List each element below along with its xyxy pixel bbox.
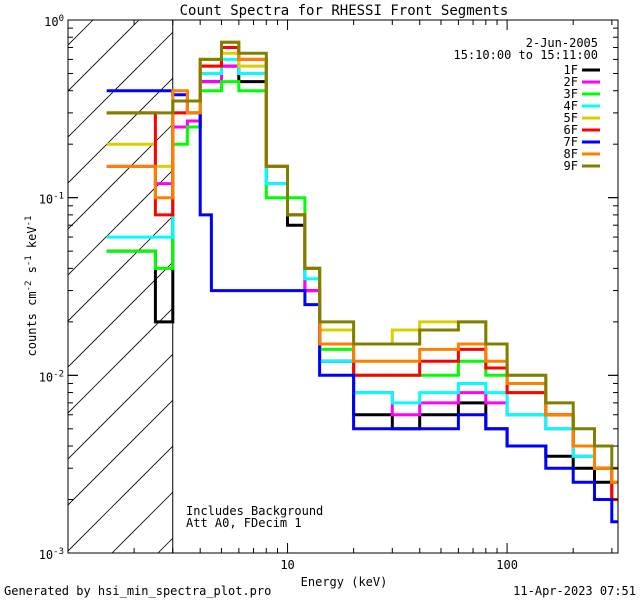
y-axis-label-sup: -1 <box>24 216 34 227</box>
y-tick-label-1e-1: 10-1 <box>39 192 64 207</box>
hatch-mask <box>172 20 618 553</box>
legend-label-6F: 6F <box>564 123 578 137</box>
footer-timestamp: 11-Apr-2023 07:51 <box>513 584 636 598</box>
y-axis-label-sup: -1 <box>24 255 34 266</box>
x-axis-label: Energy (keV) <box>301 575 388 589</box>
legend-label-2F: 2F <box>564 75 578 89</box>
legend-label-5F: 5F <box>564 111 578 125</box>
axis-ticks <box>67 19 618 554</box>
legend-label-4F: 4F <box>564 99 578 113</box>
y-tick-exponent: 0 <box>59 14 64 24</box>
x-tick-label-100: 100 <box>496 558 518 572</box>
footer-generated-by: Generated by hsi_min_spectra_plot.pro <box>4 584 271 598</box>
hatch-line <box>68 20 186 138</box>
info-date: 2-Jun-2005 <box>526 36 598 50</box>
chart-title: Count Spectra for RHESSI Front Segments <box>180 3 509 19</box>
hatch-line <box>68 20 232 184</box>
y-tick-label-1e-2: 10-2 <box>39 369 64 384</box>
y-axis-label-part: s <box>25 266 39 280</box>
y-tick-exponent: -1 <box>53 192 64 202</box>
legend-label-7F: 7F <box>564 135 578 149</box>
y-tick-base: 10 <box>44 15 58 29</box>
legend-label-8F: 8F <box>564 147 578 161</box>
hatch-line <box>0 20 1 553</box>
annotation-background: Includes Background <box>186 504 323 518</box>
x-tick-label-10: 10 <box>280 558 294 572</box>
y-tick-exponent: -3 <box>53 547 64 557</box>
y-axis-label-part: keV <box>25 226 39 255</box>
plot-frame <box>67 19 619 554</box>
y-tick-label-1e-3: 10-3 <box>39 547 64 562</box>
series-8F <box>106 40 618 484</box>
hatch-line <box>68 20 94 46</box>
series-group <box>106 40 618 524</box>
y-axis-label-sup: -2 <box>24 281 34 292</box>
legend-label-1F: 1F <box>564 63 578 77</box>
legend-label-3F: 3F <box>564 87 578 101</box>
y-tick-exponent: -2 <box>53 369 64 379</box>
y-tick-base: 10 <box>39 548 53 562</box>
y-axis-label: counts cm-2 s-1 keV-1 <box>24 216 39 357</box>
info-time-range: 15:10:00 to 15:11:00 <box>454 48 599 62</box>
y-axis-label-part: counts cm <box>25 291 39 356</box>
series-9F <box>106 40 618 470</box>
y-tick-base: 10 <box>39 370 53 384</box>
legend-label-9F: 9F <box>564 159 578 173</box>
y-tick-base: 10 <box>39 193 53 207</box>
hatch-line <box>68 20 140 92</box>
y-tick-label-1e0: 100 <box>44 14 64 29</box>
annotation-attenuator: Att A0, FDecim 1 <box>186 516 302 530</box>
attenuator-hatch-region <box>0 20 618 553</box>
